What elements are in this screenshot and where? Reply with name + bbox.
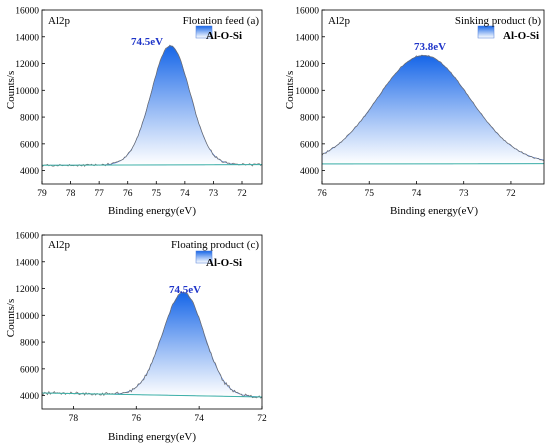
y-tick-label-c: 8000 xyxy=(20,339,39,349)
x-tick-label-a: 79 xyxy=(37,189,47,199)
raw-spectrum-b xyxy=(322,54,544,161)
y-axis-label-a: Counts/s xyxy=(5,71,17,110)
x-tick-label-c: 74 xyxy=(194,414,204,424)
panel-floating-product: 78 76 74 72 4000 6000 8000 10000 12000 14000 16000… xyxy=(5,232,267,444)
plot-frame-a xyxy=(41,9,263,185)
x-tick-label-b: 74 xyxy=(412,189,422,199)
peak-fill-c xyxy=(42,292,262,398)
x-tick-label-a: 74 xyxy=(180,189,190,199)
background-line-c xyxy=(42,392,262,398)
y-tick-label-a: 4000 xyxy=(20,167,39,177)
legend-swatch-c xyxy=(195,250,213,264)
x-tick-label-a: 77 xyxy=(94,189,104,199)
y-tick-label-a: 12000 xyxy=(15,60,39,70)
legend-label-a: Al-O-Si xyxy=(206,30,242,42)
element-label-b: Al2p xyxy=(328,15,351,27)
y-tick-label-a: 16000 xyxy=(15,7,39,17)
y-tick-label-c: 16000 xyxy=(15,232,39,242)
x-tick-label-c: 72 xyxy=(257,414,267,424)
y-tick-label-c: 6000 xyxy=(20,365,39,375)
y-tick-label-b: 14000 xyxy=(295,33,319,43)
x-tick-label-b: 75 xyxy=(364,189,374,199)
y-tick-label-c: 10000 xyxy=(15,312,39,322)
panel-title-a: Flotation feed (a) xyxy=(183,15,260,27)
legend-label-c: Al-O-Si xyxy=(206,257,242,269)
panel-title-b: Sinking product (b) xyxy=(455,15,541,27)
y-tick-label-b: 16000 xyxy=(295,7,319,17)
peak-fill-b xyxy=(322,55,544,165)
y-tick-label-c: 14000 xyxy=(15,258,39,268)
x-axis-label-a: Binding energy(eV) xyxy=(108,205,196,217)
peak-label-c: 74.5eV xyxy=(169,284,201,296)
x-tick-label-c: 76 xyxy=(132,414,142,424)
y-tick-label-b: 8000 xyxy=(300,114,319,124)
y-tick-label-a: 10000 xyxy=(15,87,39,97)
legend-label-b: Al-O-Si xyxy=(503,30,539,42)
y-axis-label-b: Counts/s xyxy=(284,71,296,110)
x-tick-label-a: 73 xyxy=(209,189,219,199)
plot-frame-c xyxy=(41,234,263,410)
y-tick-label-a: 14000 xyxy=(15,33,39,43)
y-axis-label-c: Counts/s xyxy=(5,299,17,338)
panel-sinking-product: 76 75 74 73 72 4000 6000 8000 10000 12000 14000 160… xyxy=(284,7,545,217)
x-tick-label-a: 78 xyxy=(66,189,76,199)
element-label-a: Al2p xyxy=(48,15,71,27)
y-tick-label-b: 10000 xyxy=(295,87,319,97)
y-tick-label-c: 12000 xyxy=(15,285,39,295)
background-line-a xyxy=(42,164,262,166)
y-tick-label-b: 4000 xyxy=(300,167,319,177)
legend-swatch-b xyxy=(477,25,495,39)
peak-label-b: 73.8eV xyxy=(414,41,446,53)
y-tick-label-c: 4000 xyxy=(20,392,39,402)
panel-title-c: Floating product (c) xyxy=(171,239,259,251)
plot-frame-b xyxy=(321,9,545,185)
x-tick-label-b: 73 xyxy=(459,189,469,199)
x-axis-label-c: Binding energy(eV) xyxy=(108,431,196,443)
peak-fill-a xyxy=(42,45,262,166)
x-tick-label-b: 76 xyxy=(317,189,327,199)
x-axis-label-b: Binding energy(eV) xyxy=(390,205,478,217)
y-tick-label-a: 6000 xyxy=(20,140,39,150)
y-tick-label-b: 12000 xyxy=(295,60,319,70)
legend-swatch-a xyxy=(195,25,213,39)
panel-flotation-feed: 79 78 77 76 75 74 73 72 4000 6000 8000 10000 12000 14… xyxy=(5,7,263,217)
y-tick-label-b: 6000 xyxy=(300,140,319,150)
x-tick-label-c: 78 xyxy=(69,414,79,424)
element-label-c: Al2p xyxy=(48,239,71,251)
x-tick-label-b: 72 xyxy=(506,189,516,199)
peak-label-a: 74.5eV xyxy=(131,36,163,48)
y-tick-label-a: 8000 xyxy=(20,114,39,124)
x-tick-label-a: 76 xyxy=(123,189,133,199)
x-tick-label-a: 75 xyxy=(152,189,162,199)
x-tick-label-a: 72 xyxy=(237,189,247,199)
